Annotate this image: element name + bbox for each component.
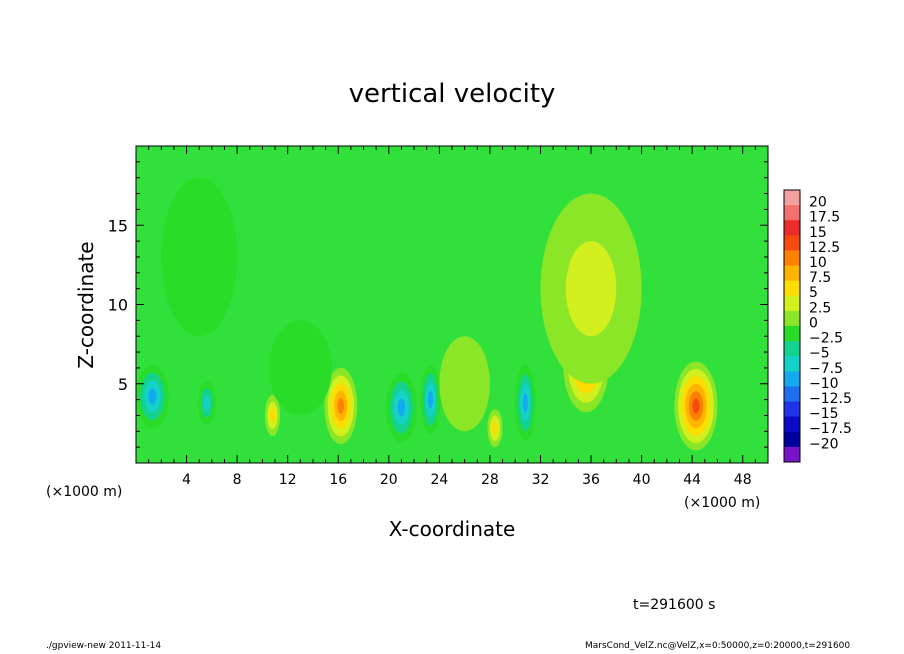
colorbar-label: 15 xyxy=(809,225,827,241)
colorbar-swatch xyxy=(784,386,800,403)
colorbar-label: −12.5 xyxy=(809,391,852,407)
x-tick-label: 28 xyxy=(481,472,499,488)
colorbar-swatch xyxy=(784,280,800,297)
colorbar-label: −15 xyxy=(809,406,839,422)
x-tick-label: 40 xyxy=(633,472,651,488)
colorbar-swatch xyxy=(784,220,800,236)
x-tick-label: 44 xyxy=(683,472,701,488)
colorbar-label: −2.5 xyxy=(809,331,843,347)
velocity-contour xyxy=(397,398,406,417)
colorbar-swatch xyxy=(784,250,800,267)
colorbar-label: −7.5 xyxy=(809,361,843,377)
velocity-contour xyxy=(337,398,345,414)
footer-left: ./gpview-new 2011-11-14 xyxy=(46,641,162,651)
colorbar-label: −10 xyxy=(809,376,839,392)
colorbar-label: −5 xyxy=(809,346,830,362)
x-tick-label: 4 xyxy=(182,472,191,488)
colorbar-label: 10 xyxy=(809,255,827,271)
colorbar-swatch xyxy=(784,416,800,433)
time-label: t=291600 s xyxy=(633,597,715,613)
colorbar-swatch xyxy=(784,190,800,206)
x-tick-label: 24 xyxy=(430,472,448,488)
velocity-contour xyxy=(439,336,490,432)
y-tick-label: 5 xyxy=(118,375,128,394)
colorbar-swatch xyxy=(784,326,800,342)
x-tick-label: 32 xyxy=(532,472,550,488)
x-axis: 4 8 12 16 20 24 28 32 36 40 44 48 xyxy=(148,146,756,488)
chart-title: vertical velocity xyxy=(349,79,556,109)
velocity-contour xyxy=(427,390,434,409)
colorbar-swatch xyxy=(784,356,800,372)
x-tick-label: 16 xyxy=(329,472,347,488)
colorbar-frame xyxy=(783,189,801,463)
colorbar-label: 20 xyxy=(809,195,827,211)
velocity-contour xyxy=(492,421,498,435)
velocity-contour xyxy=(565,241,617,337)
velocity-contour xyxy=(522,393,528,413)
x-tick-label: 12 xyxy=(279,472,297,488)
colorbar-swatch xyxy=(784,265,800,282)
velocity-contour xyxy=(269,408,276,423)
colorbar-label: −20 xyxy=(809,436,839,452)
x-tick-label: 8 xyxy=(233,472,242,488)
colorbar-label: 12.5 xyxy=(809,240,840,256)
colorbar-label: 0 xyxy=(809,315,818,331)
colorbar-swatch xyxy=(784,295,800,312)
colorbar-swatch xyxy=(784,431,800,448)
colorbar-swatch xyxy=(784,310,800,327)
colorbar-swatch xyxy=(784,446,800,463)
velocity-contour xyxy=(692,398,700,414)
plot-area xyxy=(135,145,769,464)
velocity-contour xyxy=(161,177,238,337)
x-tick-label: 20 xyxy=(380,472,398,488)
colorbar-label: 5 xyxy=(809,285,818,301)
colorbar-swatch xyxy=(784,235,800,251)
x-unit-left: (×1000 m) xyxy=(46,484,122,500)
colorbar-label: 17.5 xyxy=(809,210,840,226)
colorbar-label: 7.5 xyxy=(809,270,831,286)
colorbar-swatch xyxy=(784,341,800,357)
footer-right: MarsCond_VelZ.nc@VelZ,x=0:50000,z=0:2000… xyxy=(585,641,851,651)
velocity-contour xyxy=(268,320,332,416)
colorbar-swatch xyxy=(784,401,800,418)
x-tick-label: 36 xyxy=(582,472,600,488)
velocity-contour xyxy=(203,395,210,411)
velocity-field xyxy=(136,177,718,451)
colorbar-swatch xyxy=(784,371,800,387)
y-tick-label: 10 xyxy=(108,296,128,315)
y-tick-label: 15 xyxy=(108,216,128,235)
colorbar-label: −17.5 xyxy=(809,421,852,437)
colorbar-label: 2.5 xyxy=(809,300,831,316)
y-axis-label: Z-coordinate xyxy=(74,241,98,368)
colorbar-swatch xyxy=(784,205,800,221)
colorbar: 2017.51512.5107.552.50−2.5−5−7.5−10−12.5… xyxy=(783,189,852,463)
y-axis: 5 10 15 xyxy=(108,161,768,448)
x-axis-label: X-coordinate xyxy=(389,517,516,541)
x-unit-right: (×1000 m) xyxy=(684,495,760,511)
x-tick-label: 48 xyxy=(734,472,752,488)
velocity-contour xyxy=(148,388,157,405)
